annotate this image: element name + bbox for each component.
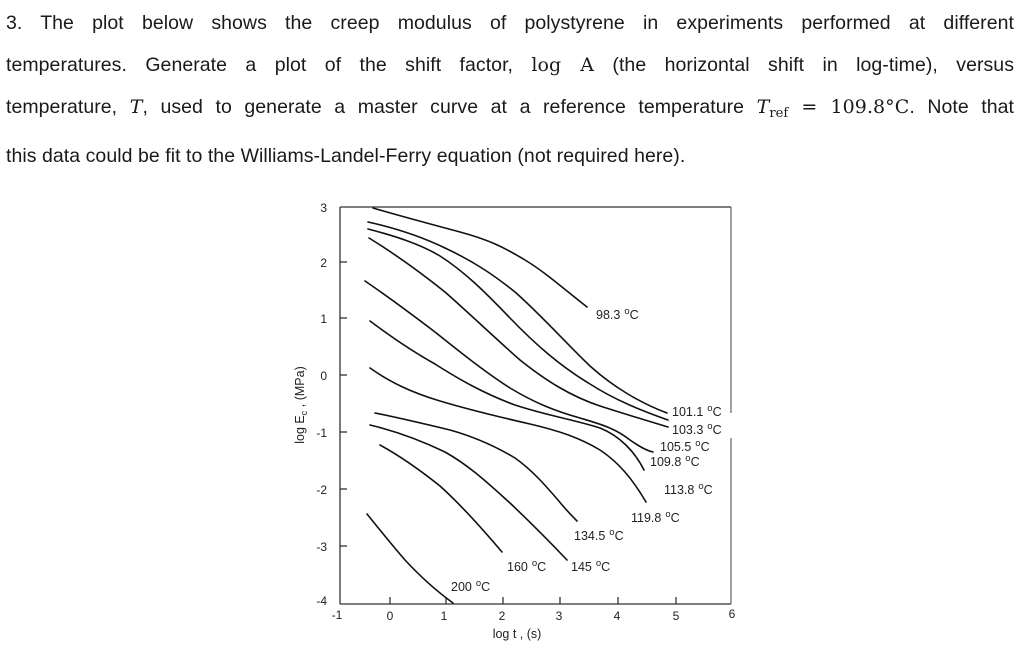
curve-labels: 98.3 oC 101.1 oC 103.3 oC 105.5 oC 109.8 oC 1… [451,306,722,594]
x-tick-label: 4 [614,609,621,623]
x-axis-label: log t , (s) [493,627,542,641]
y-tick-label: 2 [320,256,327,270]
temperature-symbol: T [129,96,143,118]
problem-line-1: 3. The plot below shows the creep modulu… [6,12,1014,34]
x-tick-label: 2 [499,609,506,623]
y-tick-label: -4 [316,594,327,608]
label-200: 200 oC [451,578,490,594]
reference-temperature: Tref = 109.8°C [756,96,910,121]
problem-line-3: temperature, T, used to generate a maste… [6,96,1014,121]
label-105-5: 105.5 oC [660,438,710,454]
y-axis-label: log Ec , (MPa) [293,366,309,443]
x-tick-label: 6 [729,607,736,621]
y-tick-label: 3 [320,201,327,215]
curve-103-3 [367,228,669,421]
curve-113-8 [369,320,645,471]
problem-statement: 3. The plot below shows the creep modulu… [6,2,1014,177]
curve-105-5 [368,237,669,428]
y-axis: 3 2 1 0 -1 -2 -3 -4 log Ec , (MPa) [293,201,347,608]
curve-134-5 [374,412,578,522]
x-axis: -1 0 1 2 3 4 5 6 log t , (s) [332,597,736,641]
y-tick-label: -1 [316,426,327,440]
label-119-8: 119.8 oC [631,509,680,525]
x-tick-label: 1 [441,609,448,623]
curve-101-1 [367,221,668,414]
label-113-8: 113.8 oC [664,481,713,497]
creep-curves [364,207,669,604]
y-tick-label: 1 [320,312,327,326]
x-tick-label: 0 [387,609,394,623]
label-109-8: 109.8 oC [650,453,700,469]
curve-119-8 [369,367,647,503]
x-tick-label: -1 [332,608,343,622]
plot-frame [339,206,732,605]
label-134-5: 134.5 oC [574,527,624,543]
problem-line-2: temperatures. Generate a plot of the shi… [6,54,1015,76]
label-145: 145 oC [571,558,610,574]
label-98-3: 98.3 oC [596,306,639,322]
label-101-1: 101.1 oC [672,403,722,419]
problem-line-4: this data could be fit to the Williams-L… [6,145,686,167]
x-tick-label: 3 [556,609,563,623]
curve-109-8 [364,280,654,453]
x-tick-label: 5 [673,609,680,623]
curve-98-3 [372,207,588,308]
label-160: 160 oC [507,558,546,574]
curve-200 [366,513,454,604]
shift-factor-symbol: log A [531,54,595,76]
label-103-3: 103.3 oC [672,421,722,437]
y-tick-label: -3 [316,540,327,554]
curve-160 [379,444,503,553]
curve-145 [369,424,568,561]
y-tick-label: -2 [316,483,327,497]
y-tick-label: 0 [320,369,327,383]
